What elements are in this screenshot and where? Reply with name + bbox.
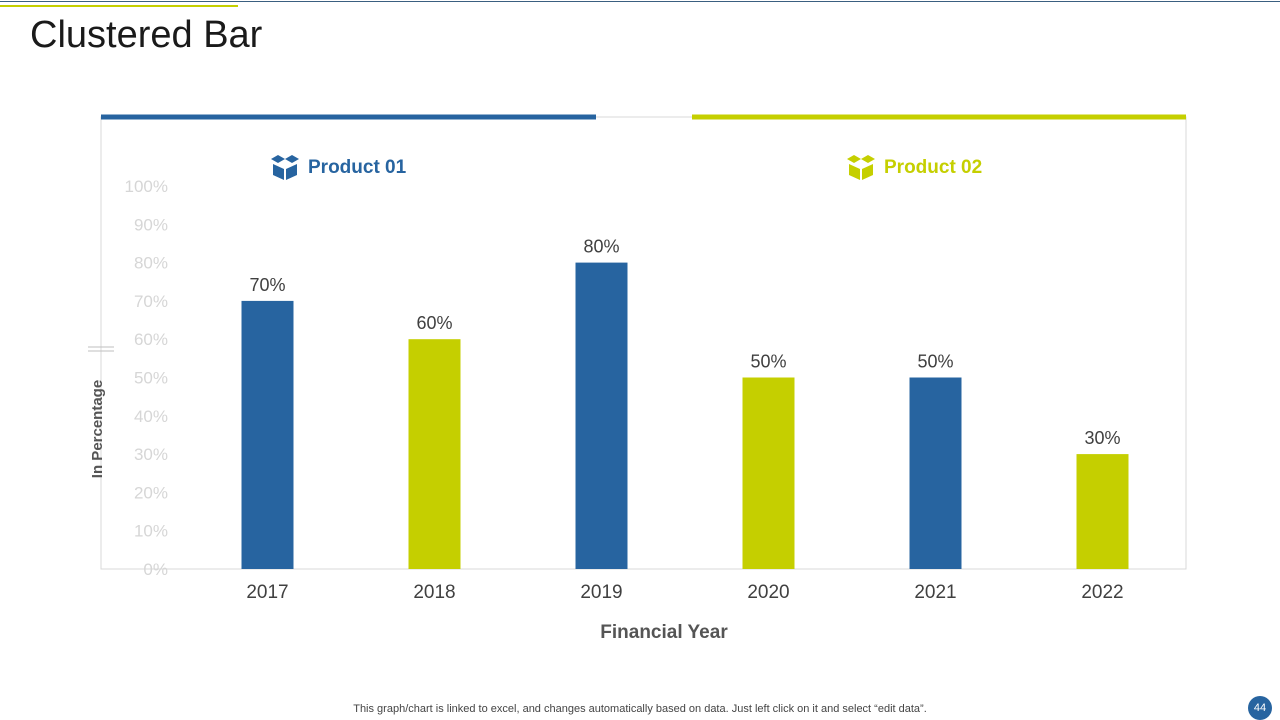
bar-2021[interactable] (909, 377, 962, 570)
page-number-badge: 44 (1248, 696, 1272, 720)
legend-label-product-01: Product 01 (308, 157, 407, 178)
y-tick-label: 60% (134, 330, 168, 349)
value-label-2020: 50% (750, 352, 786, 372)
bar-2018[interactable] (408, 339, 461, 569)
slide-title: Clustered Bar (30, 14, 263, 56)
value-label-2019: 80% (583, 237, 619, 257)
y-axis-label: In Percentage (89, 380, 106, 478)
chart-frame (88, 114, 1187, 570)
y-tick-label: 80% (134, 254, 168, 273)
x-tick-label-2018: 2018 (413, 582, 455, 603)
value-label-2022: 30% (1084, 428, 1120, 448)
value-label-2017: 70% (249, 275, 285, 295)
footnote: This graph/chart is linked to excel, and… (353, 703, 927, 715)
y-tick-label: 50% (134, 369, 168, 388)
box-icon (847, 155, 875, 180)
legend-product-01[interactable]: Product 01 (271, 155, 407, 180)
value-labels: 70% 60% 80% 50% 50% 30% (249, 237, 1120, 449)
bars (241, 262, 1129, 570)
x-tick-label-2022: 2022 (1081, 582, 1123, 603)
value-label-2021: 50% (917, 352, 953, 372)
x-axis-label: Financial Year (600, 622, 728, 643)
bar-2020[interactable] (742, 377, 795, 570)
box-icon (271, 155, 299, 180)
y-tick-label: 100% (125, 177, 168, 196)
x-axis-ticks: 2017 2018 2019 2020 2021 2022 (246, 582, 1123, 603)
y-axis-ticks: 0% 10% 20% 30% 40% 50% 60% 70% 80% 90% 100% (125, 177, 168, 579)
x-tick-label-2019: 2019 (580, 582, 622, 603)
bar-2017[interactable] (241, 300, 294, 569)
legend-label-product-02: Product 02 (884, 157, 982, 178)
value-label-2018: 60% (416, 313, 452, 333)
legend-product-02[interactable]: Product 02 (847, 155, 982, 180)
bar-2019[interactable] (575, 262, 628, 569)
top-accent-line (0, 5, 238, 7)
y-tick-label: 70% (134, 292, 168, 311)
y-tick-label: 30% (134, 445, 168, 464)
y-tick-label: 40% (134, 407, 168, 426)
x-tick-label-2017: 2017 (246, 582, 288, 603)
y-tick-label: 90% (134, 215, 168, 234)
bar-2022[interactable] (1076, 454, 1129, 569)
y-tick-label: 10% (134, 522, 168, 541)
x-tick-label-2021: 2021 (914, 582, 956, 603)
top-rule (0, 1, 1280, 2)
x-tick-label-2020: 2020 (747, 582, 789, 603)
y-tick-label: 20% (134, 483, 168, 502)
y-tick-label: 0% (143, 560, 168, 579)
